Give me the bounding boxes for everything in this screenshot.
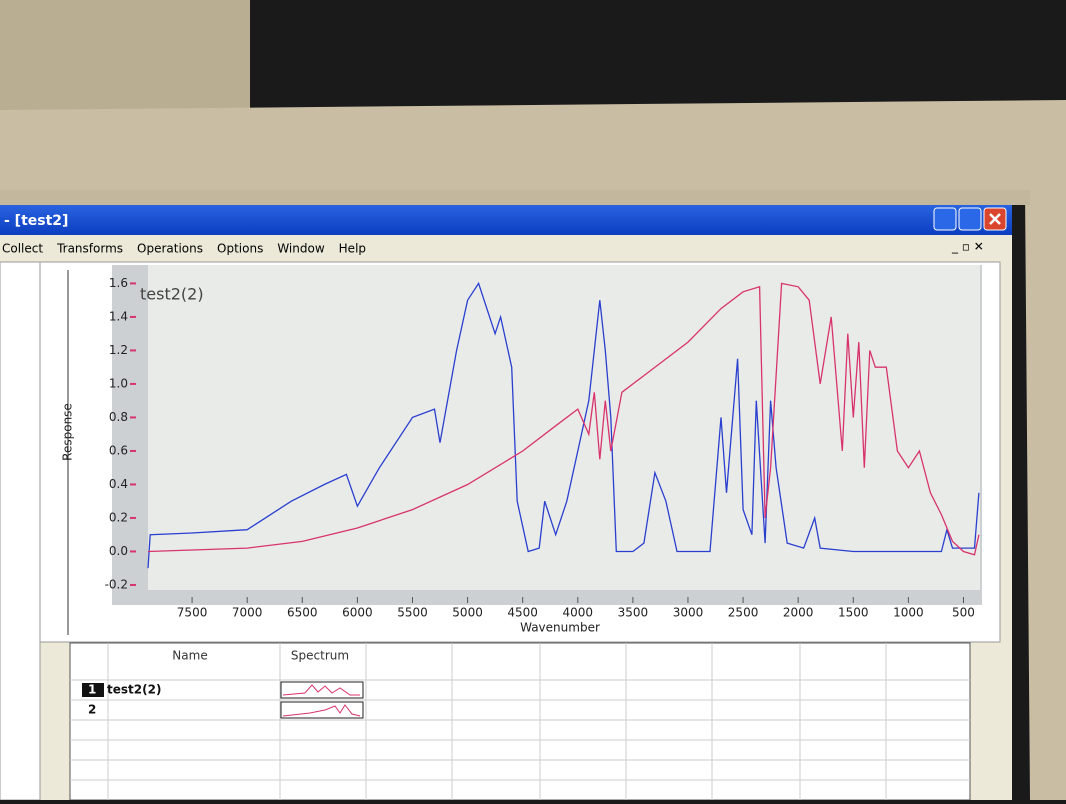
x-tick-label: 500 [952,606,975,620]
restore-button[interactable] [958,207,982,231]
bezel-inner [0,190,1030,205]
x-tick-label: 7000 [232,606,263,620]
menu-item[interactable]: Help [339,242,366,256]
spectrum-line [147,281,980,569]
y-tick-label: 0.0 [109,544,128,558]
x-tick-label: 3000 [673,606,704,620]
x-tick-label: 1000 [893,606,924,620]
thumbnail [280,681,364,699]
minimize-button[interactable] [933,207,957,231]
menu-item[interactable]: Window [277,242,325,256]
y-tick-label: 1.6 [109,276,128,290]
chart: -0.2 0.0 0.2 0.4 0.6 0.8 1.0 1.2 1.4 1.6 7500 7000 6… [61,276,980,635]
y-axis-label: Response [61,403,75,461]
table [69,642,971,801]
x-tick-label: 5000 [452,606,483,620]
column-header: Spectrum [291,649,349,663]
window-title: - [test2] [4,213,68,229]
menu-item[interactable]: Options [217,242,263,256]
x-tick-label: 6500 [287,606,318,620]
x-tick-label: 2000 [783,606,814,620]
spectrum-line [147,282,980,556]
y-tick-label: 0.8 [109,410,128,424]
x-tick-label: 6000 [342,606,373,620]
column-header: Name [172,649,207,663]
y-tick-label: 1.2 [109,343,128,357]
row-index: 2 [88,703,96,717]
x-tick-label: 3500 [618,606,649,620]
x-tick-label: 7500 [177,606,208,620]
y-tick-label: 1.4 [109,309,128,323]
y-tick-label: 1.0 [109,376,128,390]
thumbnail-line [282,684,360,696]
y-tick-label: 0.2 [109,510,128,524]
close-icon [989,213,1001,225]
y-tick-label: -0.2 [105,577,128,591]
menu-item[interactable]: Collect [2,242,43,256]
row-selected [82,683,104,697]
table-grid: Name Spectrum 1 test2(2) 2 [70,643,970,800]
left-pane [0,261,41,801]
menu-bar: Collect Transforms Operations Options Window… [2,242,366,256]
x-tick-label: 5500 [397,606,428,620]
x-tick-label: 2500 [728,606,759,620]
menu-item[interactable]: Operations [137,242,203,256]
x-tick-label: 4000 [563,606,594,620]
menu-item[interactable]: Transforms [56,242,123,256]
spectrum-label: test2(2) [140,285,204,304]
x-axis-label: Wavenumber [520,621,600,635]
thumbnail [280,701,364,719]
x-tick-label: 4500 [507,606,538,620]
y-tick-label: 0.6 [109,443,128,457]
title-bar [0,205,1012,235]
plot-area [148,265,980,590]
thumbnail-line [282,704,361,717]
y-tick-label: 0.4 [109,477,128,491]
mdi-controls[interactable]: _ ▫ ✕ [951,240,984,254]
wall [0,0,250,110]
row-name: test2(2) [107,683,161,697]
x-tick-label: 1500 [838,606,869,620]
row-index: 1 [88,683,96,697]
monitor-bezel [0,100,1066,800]
